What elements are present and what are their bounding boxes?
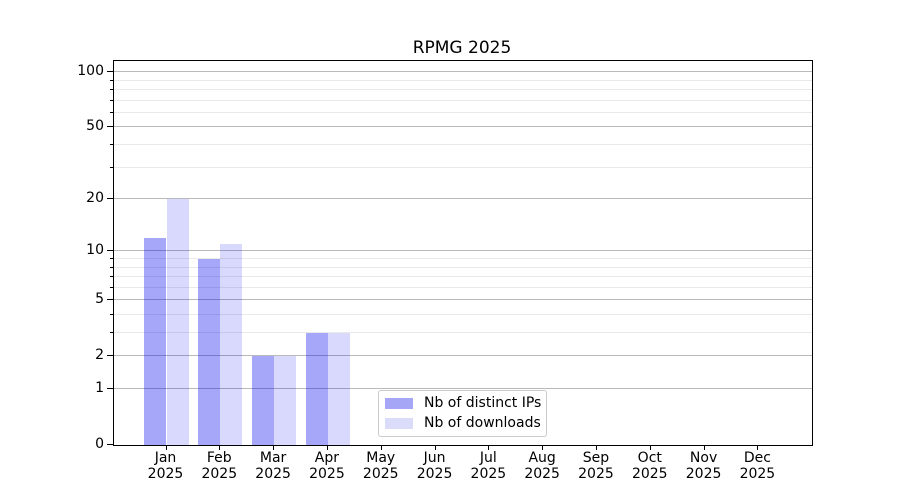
- y-major-tick-5: [107, 299, 113, 301]
- chart-title: RPMG 2025: [412, 38, 512, 58]
- bar-mar-distinct-ips: [251, 356, 275, 445]
- y-tick-label-2: 2: [95, 347, 104, 364]
- gridline-minor-40: [114, 144, 812, 146]
- gridline-minor-90: [114, 79, 812, 81]
- gridline-minor-8: [114, 266, 812, 268]
- legend-swatch-distinct-ips: [385, 398, 413, 409]
- gridline-minor-9: [114, 258, 812, 259]
- bar-feb-downloads: [220, 244, 243, 445]
- x-tick-label-jun: Jun 2025: [416, 450, 453, 482]
- x-tick-label-jan: Jan 2025: [147, 450, 184, 482]
- gridline-minor-7: [114, 276, 812, 278]
- y-minor-tick-60: [109, 111, 113, 113]
- x-tick-apr: [326, 445, 328, 450]
- legend-swatch-downloads: [385, 418, 413, 429]
- gridline-major-5: [114, 299, 812, 301]
- x-tick-label-sep: Sep 2025: [578, 450, 614, 482]
- x-tick-label-may: May 2025: [362, 450, 399, 482]
- legend-entry-distinct-ips: Nb of distinct IPs: [385, 395, 542, 411]
- legend: Nb of distinct IPs Nb of downloads: [378, 390, 547, 437]
- gridline-minor-4: [114, 314, 812, 315]
- plot-area: [113, 60, 813, 446]
- y-major-tick-100: [107, 71, 113, 73]
- y-tick-label-20: 20: [86, 190, 104, 207]
- gridline-major-50: [114, 126, 812, 128]
- gridline-minor-6: [114, 286, 812, 288]
- bar-mar-downloads: [274, 356, 297, 445]
- x-tick-oct: [649, 445, 651, 450]
- legend-label-distinct-ips: Nb of distinct IPs: [424, 395, 542, 411]
- y-minor-tick-4: [109, 313, 113, 315]
- y-minor-tick-70: [109, 99, 113, 101]
- gridline-major-20: [114, 198, 812, 200]
- y-minor-tick-3: [109, 332, 113, 334]
- bar-apr-distinct-ips: [305, 333, 328, 445]
- bar-jan-distinct-ips: [144, 237, 167, 445]
- y-minor-tick-6: [109, 286, 113, 288]
- gridline-minor-60: [114, 111, 812, 113]
- x-tick-label-mar: Mar 2025: [255, 450, 291, 482]
- y-tick-label-5: 5: [95, 291, 104, 308]
- x-tick-aug: [542, 445, 544, 450]
- y-minor-tick-40: [109, 144, 113, 146]
- gridline-major-10: [114, 250, 812, 252]
- bar-jan-downloads: [166, 199, 189, 445]
- y-minor-tick-8: [109, 266, 113, 268]
- gridline-minor-3: [114, 332, 812, 334]
- x-tick-label-feb: Feb 2025: [201, 450, 238, 482]
- y-major-tick-1: [107, 388, 113, 389]
- y-major-tick-50: [107, 126, 113, 128]
- y-tick-label-100: 100: [77, 63, 104, 80]
- y-major-tick-2: [107, 355, 113, 357]
- x-tick-dec: [757, 445, 759, 450]
- y-minor-tick-9: [109, 258, 113, 259]
- x-tick-label-dec: Dec 2025: [739, 450, 776, 482]
- legend-label-downloads: Nb of downloads: [424, 415, 541, 431]
- y-major-tick-20: [107, 198, 113, 200]
- y-minor-tick-7: [109, 276, 113, 278]
- y-tick-label-10: 10: [86, 242, 104, 259]
- y-minor-tick-80: [109, 89, 113, 91]
- x-tick-label-apr: Apr 2025: [309, 450, 345, 482]
- y-minor-tick-30: [109, 166, 113, 168]
- y-minor-tick-90: [109, 79, 113, 81]
- x-tick-mar: [273, 445, 275, 450]
- gridline-minor-30: [114, 166, 812, 168]
- gridline-minor-70: [114, 99, 812, 101]
- y-major-tick-10: [107, 250, 113, 252]
- x-tick-may: [380, 445, 382, 450]
- x-tick-nov: [703, 445, 705, 450]
- x-tick-label-aug: Aug 2025: [524, 450, 560, 482]
- x-tick-jun: [434, 445, 436, 450]
- bar-feb-distinct-ips: [198, 259, 221, 445]
- y-tick-label-1: 1: [95, 380, 104, 396]
- gridline-major-2: [114, 355, 812, 357]
- gridline-minor-80: [114, 89, 812, 91]
- y-tick-label-0: 0: [95, 436, 104, 452]
- x-tick-sep: [595, 445, 597, 450]
- bar-apr-downloads: [327, 333, 351, 445]
- gridline-major-1: [114, 388, 812, 390]
- x-tick-label-nov: Nov 2025: [685, 450, 722, 482]
- x-tick-label-jul: Jul 2025: [470, 450, 507, 482]
- legend-entry-downloads: Nb of downloads: [385, 415, 541, 431]
- x-tick-feb: [219, 445, 221, 450]
- x-tick-jan: [165, 445, 167, 450]
- gridline-major-100: [114, 71, 812, 73]
- y-major-tick-0: [107, 444, 113, 445]
- y-tick-label-50: 50: [86, 118, 104, 135]
- x-tick-label-oct: Oct 2025: [631, 450, 668, 482]
- x-tick-jul: [488, 445, 490, 450]
